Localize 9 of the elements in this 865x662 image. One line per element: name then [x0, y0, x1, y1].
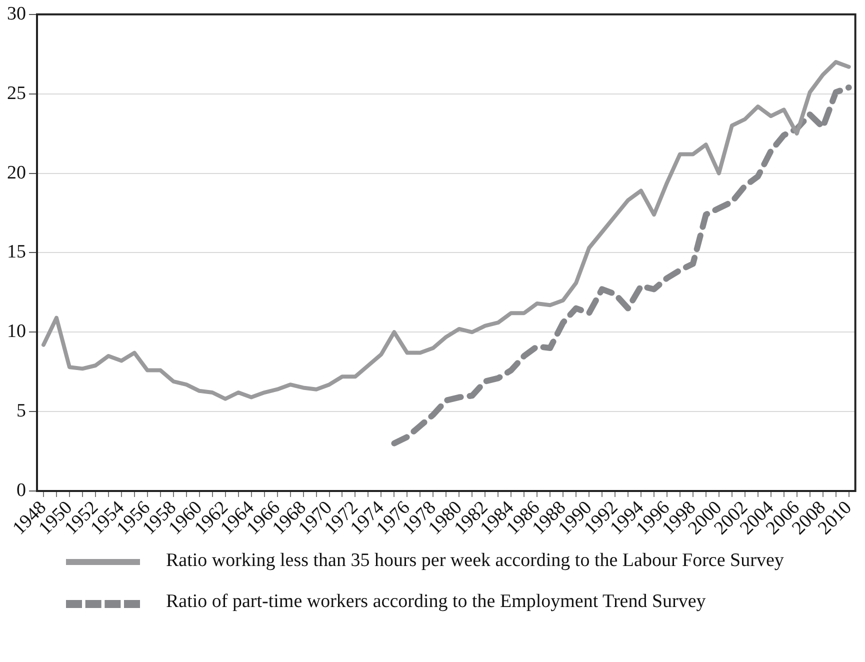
y-tick-label: 25: [7, 82, 26, 104]
legend-label: Ratio of part-time workers according to the Employment Trend Survey: [166, 590, 707, 614]
legend-label: Ratio working less than 35 hours per week according to the Labour Force Survey: [166, 549, 785, 573]
y-tick-label: 0: [16, 480, 26, 501]
y-tick-label: 30: [7, 3, 26, 24]
y-tick-label: 10: [7, 321, 26, 342]
y-tick-label: 20: [7, 162, 26, 184]
y-tick-label: 15: [7, 242, 26, 263]
y-tick-label: 5: [16, 400, 26, 422]
